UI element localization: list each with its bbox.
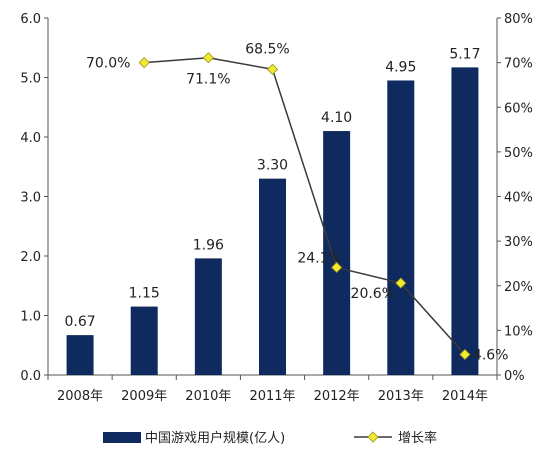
- right-tick-label: 30%: [504, 235, 533, 250]
- bar: [194, 258, 222, 375]
- bar: [451, 67, 479, 375]
- right-tick-label: 20%: [504, 280, 533, 295]
- x-tick-label: 2013年: [378, 389, 424, 404]
- left-tick-label: 6.0: [20, 12, 41, 27]
- growth-value-label: 24.1%: [297, 250, 341, 266]
- left-tick-label: 4.0: [20, 131, 41, 146]
- right-tick-label: 60%: [504, 101, 533, 116]
- growth-marker: [459, 348, 471, 361]
- right-tick-label: 70%: [504, 57, 533, 72]
- growth-line: [144, 56, 466, 355]
- left-tick-label: 1.0: [20, 310, 41, 325]
- bar-value-label: 4.10: [321, 110, 352, 126]
- x-tick-label: 2014年: [442, 389, 488, 404]
- right-tick-label: 80%: [504, 12, 533, 27]
- growth-value-label: 68.5%: [245, 41, 289, 57]
- growth-value-label: 4.6%: [473, 347, 509, 363]
- bar: [387, 80, 415, 375]
- left-tick-label: 5.0: [20, 72, 41, 87]
- growth-marker: [202, 52, 214, 64]
- bar-value-label: 3.30: [257, 158, 288, 174]
- x-tick-label: 2012年: [314, 389, 360, 404]
- legend-bar-swatch: [103, 432, 141, 443]
- growth-marker: [331, 261, 343, 274]
- bar-value-label: 1.96: [193, 237, 224, 253]
- growth-marker: [395, 277, 407, 289]
- bar-series: [66, 67, 479, 375]
- axes: 0.0 1.0 2.0 3.0 4.0 5.0 6.0 0% 10% 20% 30% 40% 50% 60…: [20, 12, 533, 404]
- growth-value-label: 71.1%: [186, 72, 230, 88]
- growth-marker: [266, 63, 279, 75]
- x-tick-label: 2011年: [249, 389, 295, 404]
- x-tick-label: 2008年: [57, 389, 103, 404]
- growth-marker: [138, 57, 150, 69]
- left-tick-label: 0.0: [20, 369, 41, 384]
- bar-value-label: 1.15: [129, 286, 160, 302]
- growth-line-series: [138, 52, 471, 361]
- legend-bar-label: 中国游戏用户规模(亿人): [145, 430, 285, 446]
- legend-marker-swatch: [367, 431, 379, 443]
- data-labels: 0.67 1.15 1.96 3.30 4.10 4.95 5.17 70.0% 71.1% 68…: [64, 41, 508, 363]
- left-tick-label: 3.0: [20, 191, 41, 206]
- bar-value-label: 5.17: [449, 46, 480, 62]
- x-tick-label: 2010年: [185, 389, 231, 404]
- growth-value-label: 20.6%: [351, 286, 395, 302]
- right-tick-label: 10%: [504, 324, 533, 339]
- legend: 中国游戏用户规模(亿人) 增长率: [103, 430, 437, 446]
- right-tick-label: 50%: [504, 146, 533, 161]
- bar-value-label: 4.95: [385, 59, 416, 75]
- bar: [259, 178, 286, 375]
- right-tick-label: 40%: [504, 191, 533, 206]
- bar: [323, 131, 351, 375]
- growth-value-label: 70.0%: [86, 56, 130, 72]
- right-tick-label: 0%: [504, 369, 525, 384]
- x-tick-label: 2009年: [121, 389, 167, 404]
- bar: [130, 306, 158, 375]
- bar-value-label: 0.67: [64, 314, 95, 330]
- legend-line-label: 增长率: [398, 430, 437, 446]
- left-tick-label: 2.0: [20, 250, 41, 265]
- bar: [66, 335, 94, 375]
